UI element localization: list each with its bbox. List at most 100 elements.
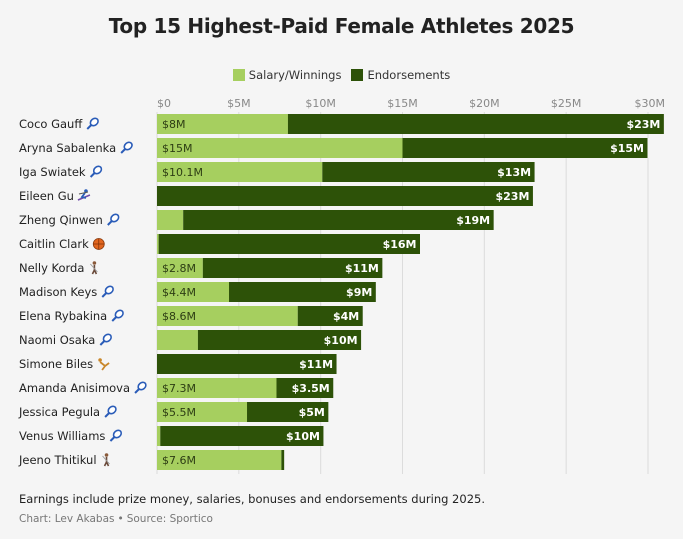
- athlete-label: Coco Gauff: [19, 117, 83, 131]
- bar-chart: $0 $5M $10M $15M $20M $25M $30M Coco Gauff $8M $2…: [18, 97, 666, 474]
- basketball-icon: [92, 238, 105, 250]
- athlete-label: Eileen Gu: [19, 189, 74, 203]
- athlete-label: Jeeno Thitikul: [18, 453, 97, 467]
- bar-endorsements: [183, 210, 495, 230]
- bar-endorsements: [402, 138, 648, 158]
- athlete-label: Caitlin Clark: [19, 237, 89, 251]
- label-salary: $7.6M: [162, 454, 196, 467]
- label-salary: $7.3M: [162, 382, 196, 395]
- label-endorsements: $11M: [299, 358, 333, 371]
- label-endorsements: $23M: [496, 190, 530, 203]
- x-tick-label: $15M: [387, 97, 418, 110]
- x-tick-label: $30M: [635, 97, 666, 110]
- credit-chart: Chart: Lev Akabas: [19, 513, 115, 525]
- athlete-label: Aryna Sabalenka: [19, 141, 116, 155]
- athlete-label: Venus Williams: [19, 429, 105, 443]
- chart-title: Top 15 Highest-Paid Female Athletes 2025: [108, 14, 575, 38]
- bar-endorsements: [229, 282, 377, 302]
- x-tick-label: $5M: [227, 97, 251, 110]
- x-tick-label: $20M: [469, 97, 500, 110]
- athlete-label: Elena Rybakina: [19, 309, 107, 323]
- label-endorsements: $9M: [346, 286, 372, 299]
- bar-endorsements: [160, 426, 324, 446]
- golfer-icon: [90, 261, 98, 275]
- tennis-racket-icon: [89, 165, 103, 178]
- label-endorsements: $10M: [324, 334, 358, 347]
- label-salary: $8.6M: [162, 310, 196, 323]
- bar-endorsements: [197, 330, 362, 350]
- x-tick-label: $25M: [551, 97, 582, 110]
- bar-salary: [157, 234, 159, 254]
- footnote: Earnings include prize money, salaries, …: [19, 492, 485, 506]
- golfer-icon: [102, 453, 110, 467]
- bar-endorsements: [297, 306, 364, 326]
- bar-salary: [157, 426, 161, 446]
- legend-label-endorsements: Endorsements: [367, 68, 451, 82]
- bar-endorsements: [287, 114, 665, 134]
- skier-icon: [77, 189, 91, 201]
- athlete-label: Jessica Pegula: [18, 405, 100, 419]
- bar-endorsements: [157, 186, 534, 206]
- label-endorsements: $3.5M: [292, 382, 330, 395]
- bar-endorsements: [276, 378, 334, 398]
- bar-salary: [157, 450, 282, 470]
- legend-swatch-salary: [232, 69, 245, 81]
- bar-salary: [157, 378, 277, 398]
- legend-swatch-endorsements: [351, 69, 364, 81]
- bar-salary: [157, 210, 184, 230]
- label-salary: $5.5M: [162, 406, 196, 419]
- bar-salary: [157, 282, 230, 302]
- tennis-racket-icon: [109, 429, 123, 442]
- athlete-label: Amanda Anisimova: [19, 381, 130, 395]
- athlete-label: Simone Biles: [19, 357, 93, 371]
- bar-salary: [157, 114, 288, 134]
- tennis-racket-icon: [120, 141, 133, 154]
- label-salary: $15M: [162, 142, 193, 155]
- bar-endorsements: [158, 234, 421, 254]
- label-salary: $8M: [162, 118, 186, 131]
- credit: Chart: Lev Akabas • Source: Sportico: [19, 513, 213, 525]
- tennis-racket-icon: [86, 117, 99, 130]
- label-endorsements: $10M: [286, 430, 320, 443]
- bar-salary: [157, 258, 203, 278]
- bar-endorsements: [202, 258, 383, 278]
- athlete-label: Iga Swiatek: [19, 165, 86, 179]
- legend-label-salary: Salary/Winnings: [248, 68, 342, 82]
- credit-separator: •: [117, 513, 124, 525]
- label-endorsements: $16M: [383, 238, 417, 251]
- legend-item-salary: Salary/Winnings: [232, 68, 342, 82]
- label-endorsements: $5M: [299, 406, 325, 419]
- bar-endorsements: [247, 402, 329, 422]
- label-endorsements: $13M: [497, 166, 531, 179]
- label-salary: $2.8M: [162, 262, 196, 275]
- bar-salary: [157, 330, 198, 350]
- label-salary: $10.1M: [162, 166, 203, 179]
- x-tick-label: $10M: [305, 97, 336, 110]
- tennis-racket-icon: [99, 333, 112, 346]
- bar-salary: [157, 162, 323, 182]
- bar-salary: [157, 402, 248, 422]
- tennis-racket-icon: [134, 381, 147, 394]
- tennis-racket-icon: [101, 285, 114, 298]
- label-endorsements: $23M: [626, 118, 660, 131]
- legend-item-endorsements: Endorsements: [351, 68, 450, 82]
- tennis-racket-icon: [104, 405, 117, 418]
- bar-endorsements: [281, 450, 285, 470]
- label-endorsements: $11M: [345, 262, 379, 275]
- label-endorsements: $15M: [610, 142, 644, 155]
- tennis-racket-icon: [111, 309, 124, 322]
- label-endorsements: $4M: [333, 310, 359, 323]
- gymnast-icon: [98, 358, 110, 371]
- label-salary: $4.4M: [162, 286, 196, 299]
- bar-salary: [157, 138, 403, 158]
- athlete-label: Naomi Osaka: [19, 333, 95, 347]
- athlete-label: Nelly Korda: [19, 261, 84, 275]
- credit-source: Source: Sportico: [126, 513, 213, 525]
- bar-salary: [157, 306, 298, 326]
- legend: Salary/Winnings Endorsements: [0, 68, 683, 82]
- bar-endorsements: [157, 354, 338, 374]
- x-tick-label: $0: [157, 97, 171, 110]
- tennis-racket-icon: [107, 213, 120, 226]
- athlete-label: Zheng Qinwen: [19, 213, 103, 227]
- athlete-label: Madison Keys: [19, 285, 97, 299]
